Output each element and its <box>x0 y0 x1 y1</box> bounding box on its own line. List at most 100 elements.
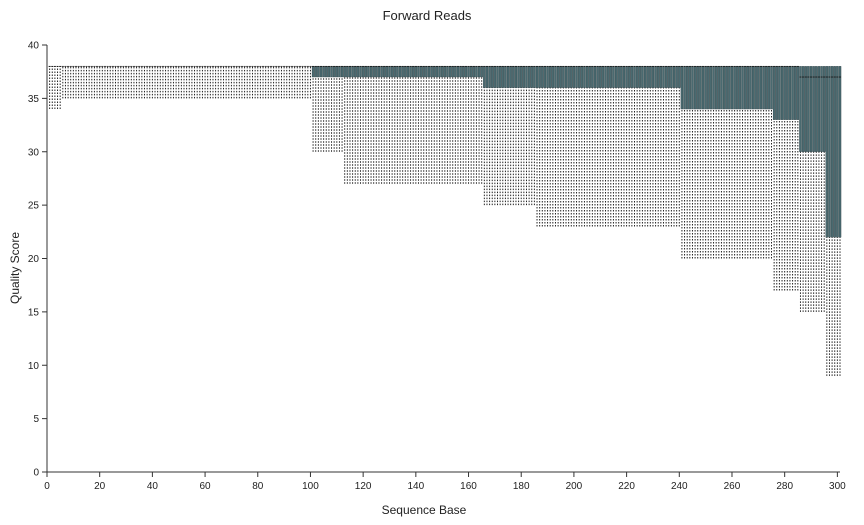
box-110 <box>335 66 339 78</box>
box-165 <box>480 66 483 78</box>
box-185 <box>533 66 536 88</box>
box-153 <box>448 66 452 78</box>
x-tick-label: 300 <box>829 481 846 492</box>
box-257 <box>722 66 726 110</box>
box-124 <box>372 66 375 78</box>
box-239 <box>675 66 678 88</box>
box-249 <box>701 66 705 110</box>
box-191 <box>548 66 552 88</box>
base-range-276-285 <box>772 65 800 291</box>
y-tick-label: 25 <box>28 201 40 212</box>
box-229 <box>649 66 652 88</box>
box-278 <box>778 66 781 120</box>
box-194 <box>556 66 560 88</box>
box-190 <box>546 66 549 88</box>
x-tick-label: 260 <box>724 481 741 492</box>
box-286 <box>799 66 802 152</box>
x-tick-label: 80 <box>252 481 264 492</box>
box-118 <box>356 66 360 78</box>
box-295 <box>822 66 826 152</box>
box-198 <box>567 66 570 88</box>
box-169 <box>491 66 494 88</box>
box-192 <box>551 66 555 88</box>
box-199 <box>570 66 573 88</box>
box-227 <box>643 66 647 88</box>
box-269 <box>754 66 757 110</box>
x-tick-label: 20 <box>94 481 106 492</box>
box-123 <box>369 66 373 78</box>
box-144 <box>425 66 428 78</box>
box-127 <box>380 66 383 78</box>
box-136 <box>404 66 407 78</box>
box-201 <box>575 66 578 88</box>
box-159 <box>464 66 468 78</box>
box-167 <box>485 66 489 88</box>
base-range-186-240 <box>535 65 681 227</box>
box-281 <box>786 66 789 120</box>
box-175 <box>506 66 510 88</box>
box-247 <box>696 66 699 110</box>
box-179 <box>517 66 520 88</box>
box-107 <box>327 66 331 78</box>
box-284 <box>794 66 797 120</box>
box-135 <box>401 66 404 78</box>
box-211 <box>601 66 605 88</box>
x-tick-label: 60 <box>200 481 212 492</box>
chart-title: Forward Reads <box>383 8 472 23</box>
box-282 <box>788 66 792 120</box>
box-223 <box>633 66 636 88</box>
box-224 <box>635 66 639 88</box>
box-252 <box>709 66 713 110</box>
box-158 <box>462 66 465 78</box>
box-174 <box>504 66 507 88</box>
box-105 <box>322 66 325 78</box>
box-183 <box>527 66 531 88</box>
box-259 <box>728 66 731 110</box>
box-154 <box>451 66 454 78</box>
box-217 <box>617 66 620 88</box>
box-155 <box>454 66 457 78</box>
x-tick-label: 140 <box>407 481 424 492</box>
box-148 <box>435 66 439 78</box>
box-232 <box>657 66 660 88</box>
box-193 <box>554 66 557 88</box>
box-240 <box>678 66 681 88</box>
box-120 <box>361 66 365 78</box>
y-tick-label: 5 <box>33 414 39 425</box>
y-tick-label: 15 <box>28 307 40 318</box>
box-164 <box>477 66 481 78</box>
box-161 <box>469 66 473 78</box>
box-109 <box>332 66 336 78</box>
box-237 <box>670 66 673 88</box>
box-145 <box>427 66 431 78</box>
box-173 <box>501 66 504 88</box>
x-tick-label: 280 <box>776 481 793 492</box>
box-126 <box>377 66 381 78</box>
box-300 <box>836 66 839 238</box>
box-215 <box>612 66 615 88</box>
box-150 <box>440 66 444 78</box>
box-184 <box>530 66 533 88</box>
base-range-101-112 <box>311 65 344 152</box>
box-267 <box>749 66 752 110</box>
box-203 <box>580 66 584 88</box>
box-209 <box>596 66 599 88</box>
box-140 <box>414 66 418 78</box>
box-149 <box>438 66 441 78</box>
box-266 <box>746 66 749 110</box>
box-172 <box>498 66 502 88</box>
box-103 <box>317 66 320 78</box>
base-range-286-295 <box>799 66 826 312</box>
box-260 <box>730 66 734 110</box>
box-166 <box>483 66 486 88</box>
box-265 <box>743 66 747 110</box>
box-196 <box>562 66 565 88</box>
box-134 <box>398 66 402 78</box>
box-280 <box>783 66 786 120</box>
box-157 <box>459 66 462 78</box>
box-233 <box>659 66 663 88</box>
box-200 <box>572 66 576 88</box>
box-251 <box>707 66 710 110</box>
box-131 <box>390 66 394 78</box>
y-tick-label: 10 <box>28 361 40 372</box>
